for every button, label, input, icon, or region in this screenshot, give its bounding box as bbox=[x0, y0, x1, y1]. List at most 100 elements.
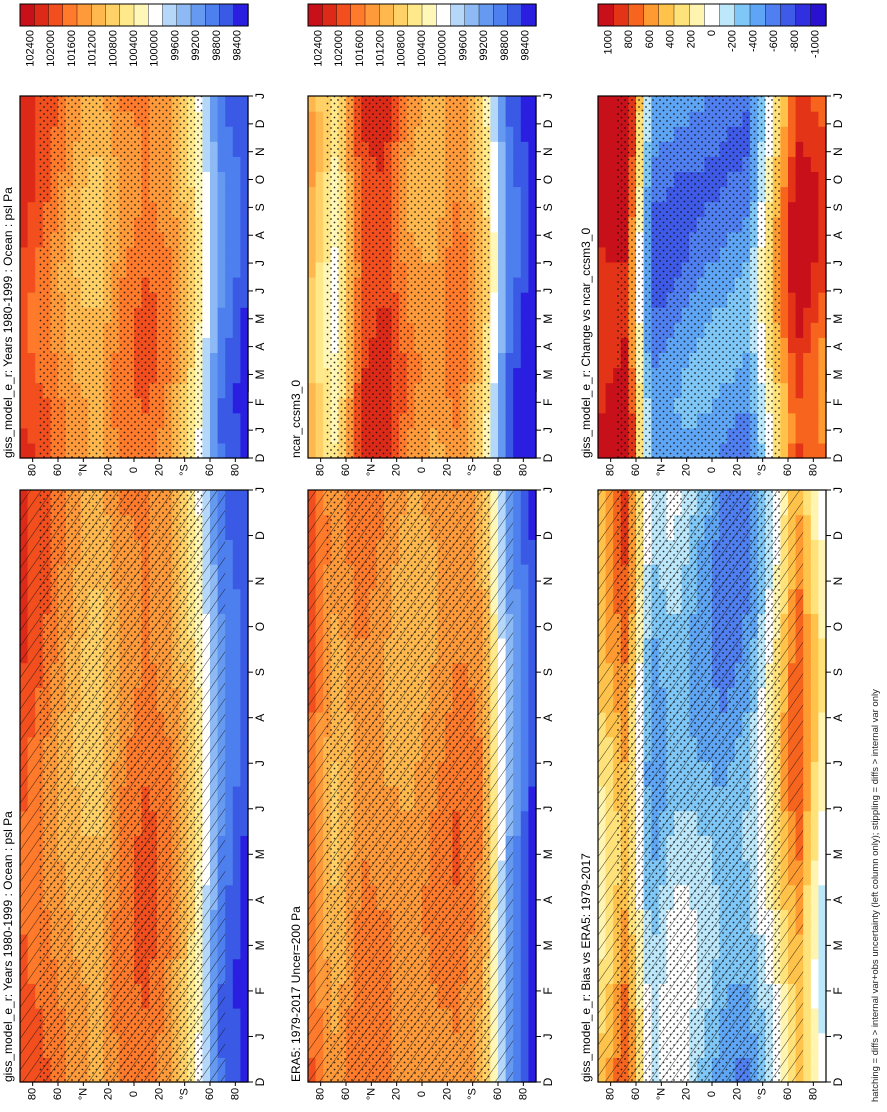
y-tick-label: 20 bbox=[153, 464, 165, 476]
heat-cell bbox=[803, 736, 812, 762]
heat-cell bbox=[528, 246, 537, 263]
heat-cell bbox=[598, 307, 607, 323]
panel-title: ncar_ccsm3_0 bbox=[289, 380, 303, 458]
heat-cell bbox=[225, 427, 234, 444]
heat-cell bbox=[803, 156, 812, 173]
heat-cell bbox=[505, 427, 514, 444]
x-tick-label: J bbox=[253, 1033, 267, 1039]
heat-cell bbox=[780, 352, 789, 369]
heat-cell bbox=[27, 397, 36, 414]
heat-cell bbox=[803, 588, 812, 614]
heat-cell bbox=[788, 277, 797, 293]
heat-cell bbox=[795, 277, 804, 293]
heat-cell bbox=[788, 337, 797, 354]
x-tick-label: J bbox=[541, 93, 555, 99]
y-tick-label: °N bbox=[77, 464, 89, 476]
heat-cell bbox=[27, 442, 36, 459]
heat-cell bbox=[810, 201, 819, 218]
heat-cell bbox=[598, 111, 607, 127]
colorbar-label: 100400 bbox=[128, 30, 140, 67]
heat-cell bbox=[520, 231, 529, 248]
heat-cell bbox=[513, 442, 522, 459]
heat-cell bbox=[315, 307, 324, 323]
heat-cell bbox=[240, 835, 249, 861]
heat-cell bbox=[788, 261, 797, 278]
heat-cell bbox=[513, 761, 522, 787]
heat-cell bbox=[605, 427, 614, 444]
heat-cell bbox=[810, 1008, 819, 1034]
heat-cell bbox=[528, 96, 537, 112]
heat-cell bbox=[528, 382, 537, 399]
x-tick-label: N bbox=[541, 147, 555, 156]
heat-cell bbox=[232, 412, 241, 429]
colorbar-swatch bbox=[162, 3, 178, 27]
colorbar-label: -200 bbox=[727, 30, 739, 52]
heat-cell bbox=[818, 216, 827, 233]
y-tick-label: 80 bbox=[27, 1088, 39, 1100]
heat-cell bbox=[818, 884, 827, 910]
heat-cell bbox=[803, 96, 812, 112]
heat-cell bbox=[27, 141, 36, 157]
heat-cell bbox=[202, 352, 211, 369]
heat-cell bbox=[528, 662, 537, 688]
heat-cell bbox=[498, 231, 507, 248]
x-tick-label: D bbox=[253, 453, 267, 462]
heat-cell bbox=[605, 442, 614, 459]
x-tick-label: J bbox=[831, 427, 845, 433]
heat-cell bbox=[505, 246, 514, 263]
heat-cell bbox=[810, 736, 819, 762]
x-tick-label: J bbox=[831, 93, 845, 99]
y-tick-label: 20 bbox=[731, 1088, 743, 1100]
heat-cell bbox=[232, 909, 241, 935]
heat-cell bbox=[520, 397, 529, 414]
y-tick-label: 20 bbox=[391, 1088, 403, 1100]
heat-cell bbox=[490, 111, 499, 127]
colorbar-swatch bbox=[673, 3, 690, 27]
heat-cell bbox=[818, 514, 827, 540]
heat-cell bbox=[27, 216, 36, 233]
heat-cell bbox=[513, 1008, 522, 1034]
heat-cell bbox=[232, 687, 241, 713]
colorbar-swatch bbox=[219, 3, 235, 27]
colorbar-swatch bbox=[205, 3, 221, 27]
heat-cell bbox=[788, 322, 797, 338]
heat-cell bbox=[513, 687, 522, 713]
heat-cell bbox=[232, 246, 241, 263]
heat-cell bbox=[240, 126, 249, 142]
colorbar-label: 101200 bbox=[375, 30, 387, 67]
x-tick-label: S bbox=[253, 203, 267, 211]
y-tick-label: 60 bbox=[492, 1088, 504, 1100]
y-tick-label: 60 bbox=[52, 464, 64, 476]
heat-cell bbox=[240, 231, 249, 248]
x-tick-label: J bbox=[541, 260, 555, 266]
colorbar-swatch bbox=[734, 3, 751, 27]
heat-cell bbox=[498, 322, 507, 338]
y-tick-label: 80 bbox=[605, 1088, 617, 1100]
heat-cell bbox=[528, 909, 537, 935]
heat-cell bbox=[308, 442, 317, 459]
heat-cell bbox=[818, 337, 827, 354]
x-tick-label: O bbox=[831, 175, 845, 184]
heat-cell bbox=[528, 397, 537, 414]
heat-cell bbox=[217, 231, 226, 248]
colorbar-swatch bbox=[597, 3, 614, 27]
heat-cell bbox=[803, 352, 812, 369]
heat-cell bbox=[803, 983, 812, 1009]
heat-cell bbox=[315, 111, 324, 127]
heat-cell bbox=[818, 810, 827, 836]
heat-cell bbox=[803, 382, 812, 399]
colorbar-label: 101600 bbox=[66, 30, 78, 67]
heat-cell bbox=[803, 111, 812, 127]
heat-cell bbox=[528, 111, 537, 127]
heat-cell bbox=[225, 337, 234, 354]
heat-cell bbox=[27, 277, 36, 293]
heat-cell bbox=[788, 246, 797, 263]
heat-cell bbox=[810, 958, 819, 984]
heat-cell bbox=[210, 382, 219, 399]
y-tick-label: 20 bbox=[681, 1088, 693, 1100]
heat-cell bbox=[803, 539, 812, 565]
heat-cell bbox=[803, 687, 812, 713]
heat-cell bbox=[232, 638, 241, 664]
heat-cell bbox=[605, 156, 614, 173]
heat-cell bbox=[202, 246, 211, 263]
